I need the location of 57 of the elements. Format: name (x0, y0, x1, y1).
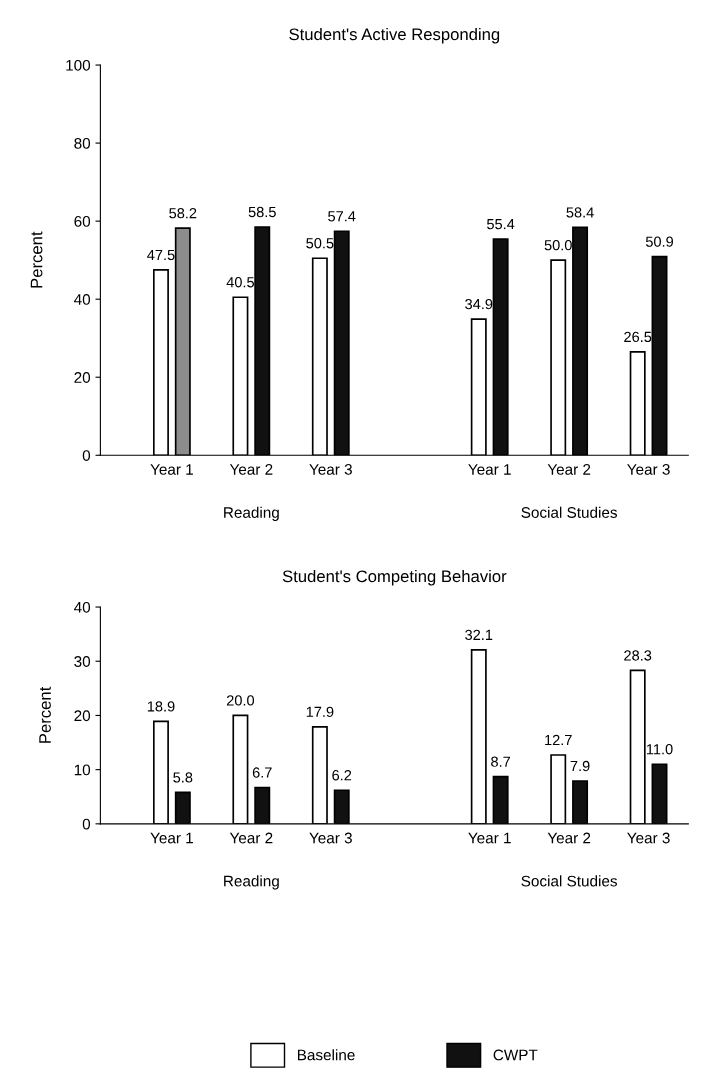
x-tick-label: Year 2 (229, 832, 273, 844)
x-tick-label: Year 3 (627, 832, 670, 844)
y-axis-title: Percent (30, 231, 43, 288)
x-tick-label: Year 1 (468, 832, 511, 844)
data-label: 12.7 (545, 734, 572, 746)
data-label: 50.5 (306, 238, 334, 249)
data-label: 26.5 (624, 331, 652, 343)
y-tick-label: 40 (74, 601, 91, 613)
data-label: 40.5 (226, 277, 254, 288)
data-label: 7.9 (570, 760, 590, 772)
y-tick-label: 0 (82, 818, 91, 830)
data-label: 20.0 (226, 695, 255, 706)
legend-label: CWPT (493, 1049, 538, 1061)
data-label: 11.0 (646, 744, 673, 755)
data-label: 55.4 (487, 219, 515, 230)
text: Social Studies (521, 506, 617, 518)
data-label: 34.9 (465, 298, 493, 310)
x-tick-label: Year 1 (150, 464, 193, 475)
data-label: 58.2 (169, 208, 197, 219)
data-label: 50.9 (645, 236, 674, 247)
x-tick-label: Year 2 (547, 832, 591, 844)
y-tick-label: 40 (74, 294, 91, 305)
data-label: 28.3 (624, 650, 652, 661)
data-label: 50.0 (544, 240, 572, 251)
y-tick-label: 20 (74, 372, 91, 383)
data-label: 57.4 (328, 211, 356, 222)
x-tick-label: Year 2 (229, 464, 273, 475)
x-tick-label: Year 3 (309, 832, 352, 844)
chart-title: Student's Competing Behavior (282, 569, 507, 586)
x-tick-label: Year 3 (627, 464, 670, 475)
data-label: 17.9 (306, 706, 334, 717)
y-tick-label: 30 (74, 656, 91, 667)
x-tick-label: Year 3 (309, 464, 352, 475)
text: Social Studies (521, 875, 617, 887)
data-label: 6.2 (332, 770, 352, 781)
data-label: 47.5 (147, 249, 175, 261)
y-axis-title: Percent (39, 686, 51, 743)
data-label: 8.7 (491, 756, 511, 767)
x-tick-label: Year 1 (468, 464, 511, 475)
y-tick-label: 20 (74, 710, 91, 722)
data-label: 58.5 (248, 206, 276, 218)
y-tick-label: 80 (74, 137, 91, 149)
x-tick-label: Year 1 (150, 832, 193, 844)
chart-title: Student's Active Responding (289, 27, 500, 44)
y-tick-label: 60 (74, 216, 91, 227)
data-label: 32.1 (465, 629, 493, 641)
text: Reading (224, 506, 279, 521)
data-label: 58.4 (566, 207, 594, 218)
legend-label: Baseline (297, 1049, 355, 1061)
data-label: 6.7 (252, 767, 272, 778)
y-tick-label: 10 (74, 764, 91, 776)
y-tick-label: 0 (82, 450, 91, 461)
y-tick-label: 100 (66, 59, 91, 71)
x-tick-label: Year 2 (547, 464, 591, 475)
data-label: 18.9 (147, 701, 175, 712)
text: Reading (224, 875, 279, 890)
data-label: 5.8 (173, 772, 193, 783)
